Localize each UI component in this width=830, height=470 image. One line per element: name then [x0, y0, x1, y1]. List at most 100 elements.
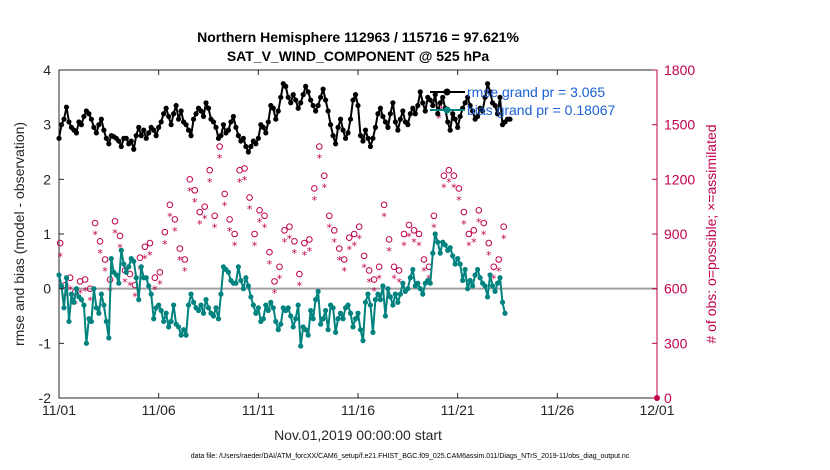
- obs-possible-marker: [241, 165, 248, 172]
- rmse-point: [270, 105, 276, 111]
- bias-point: [482, 283, 488, 289]
- bias-point: [487, 272, 493, 278]
- obs-assimilated-marker: *: [252, 240, 258, 253]
- x-tick-label: 11/26: [540, 402, 574, 418]
- bias-point: [103, 318, 109, 325]
- bias-point: [457, 261, 463, 267]
- bias-point: [171, 302, 177, 308]
- bias-point: [293, 316, 299, 322]
- rmse-point: [350, 97, 356, 103]
- obs-assimilated-marker: *: [411, 236, 417, 249]
- obs-assimilated-marker: *: [496, 265, 502, 278]
- rmse-point: [318, 94, 324, 100]
- rmse-point: [382, 119, 389, 125]
- rmse-point: [494, 111, 501, 117]
- bias-series: [56, 231, 508, 349]
- bias-point: [350, 324, 356, 330]
- obs-possible-marker: [345, 234, 353, 241]
- bias-point: [205, 305, 212, 311]
- bias-point: [375, 291, 381, 297]
- x-axis-label: Nov.01,2019 00:00:00 start: [274, 427, 442, 443]
- obs-assimilated-marker: *: [471, 236, 477, 249]
- obs-possible-marker: [296, 270, 303, 278]
- rmse-point: [430, 102, 436, 109]
- rmse-point: [128, 138, 134, 144]
- bias-point: [340, 316, 346, 322]
- bias-point: [502, 310, 508, 316]
- obs-possible-marker: [390, 263, 398, 271]
- rmse-point: [248, 143, 254, 150]
- bias-point: [93, 305, 99, 311]
- obs-assimilated-marker: *: [182, 265, 188, 278]
- bias-point: [240, 286, 246, 292]
- bias-point: [360, 338, 366, 344]
- rmse-point: [445, 119, 451, 125]
- obs-possible-marker: [465, 230, 473, 238]
- bias-point: [497, 275, 503, 281]
- bias-point: [233, 280, 239, 286]
- rmse-point: [183, 122, 189, 128]
- rmse-point: [298, 100, 304, 106]
- rmse-point: [507, 116, 513, 122]
- obs-possible-marker: [410, 227, 418, 234]
- rmse-point: [81, 113, 87, 120]
- rmse-point: [158, 119, 164, 125]
- bias-point: [395, 299, 401, 305]
- obs-assimilated-marker: *: [466, 240, 472, 253]
- rmse-point: [138, 133, 144, 139]
- rmse-point: [420, 100, 426, 106]
- obs-possible-marker: [256, 207, 263, 214]
- rmse-point: [484, 81, 491, 87]
- obs-possible-marker: [266, 248, 273, 256]
- rmse-point: [73, 130, 80, 136]
- obs-possible-marker: [325, 212, 333, 220]
- obs-possible-marker: [56, 239, 64, 247]
- y-tick-label-right: 1800: [664, 62, 695, 78]
- bias-point: [143, 275, 149, 281]
- obs-assimilated-marker: *: [481, 229, 487, 242]
- bias-point: [203, 297, 209, 303]
- rmse-point: [161, 111, 167, 117]
- rmse-point: [362, 127, 369, 133]
- obs-assimilated-marker: *: [356, 232, 362, 245]
- bias-point: [442, 242, 448, 248]
- bias-point: [273, 318, 279, 325]
- legend-rmse-marker: [443, 88, 451, 96]
- bias-point: [151, 316, 157, 322]
- legend: rmse grand pr = 3.065 bias grand pr = 0.…: [430, 84, 615, 118]
- bias-point: [238, 277, 244, 284]
- y-tick-label-right: 900: [664, 226, 688, 242]
- obs-assimilated-marker: *: [102, 265, 108, 278]
- obs-assimilated-marker: *: [207, 176, 213, 189]
- rmse-point: [462, 100, 468, 106]
- bias-point: [225, 269, 232, 275]
- obs-possible-marker: [116, 232, 124, 240]
- bias-point: [417, 286, 423, 292]
- rmse-point: [450, 111, 456, 117]
- bias-point: [176, 324, 182, 330]
- obs-possible-marker: [455, 185, 463, 192]
- x-tick-label: 12/01: [639, 402, 674, 418]
- obs-assimilated-marker: *: [287, 232, 293, 245]
- rmse-point: [295, 105, 301, 111]
- obs-possible-marker: [450, 172, 458, 179]
- obs-possible-marker: [475, 207, 483, 214]
- obs-assimilated-marker: *: [177, 254, 183, 267]
- rmse-point: [275, 108, 281, 114]
- obs-assimilated-marker: *: [162, 238, 168, 251]
- bias-point: [452, 261, 458, 267]
- bias-point: [66, 318, 72, 325]
- bias-point: [148, 291, 154, 297]
- chart-title-line1: Northern Hemisphere 112963 / 115716 = 97…: [197, 29, 519, 45]
- bias-point: [400, 280, 406, 286]
- y-axis-right-label: # of obs: o=possible; ×=assimilated: [703, 124, 719, 343]
- obs-count-layer: *** * ********* **** ** ********* ******** ****…: [56, 103, 660, 401]
- rmse-point: [235, 133, 241, 139]
- bias-point: [248, 294, 254, 300]
- bias-point: [195, 307, 202, 314]
- rmse-point: [497, 94, 503, 100]
- obs-possible-marker: [281, 227, 288, 234]
- bias-point: [243, 275, 249, 281]
- bias-point: [63, 275, 70, 281]
- obs-assimilated-marker: *: [401, 240, 407, 253]
